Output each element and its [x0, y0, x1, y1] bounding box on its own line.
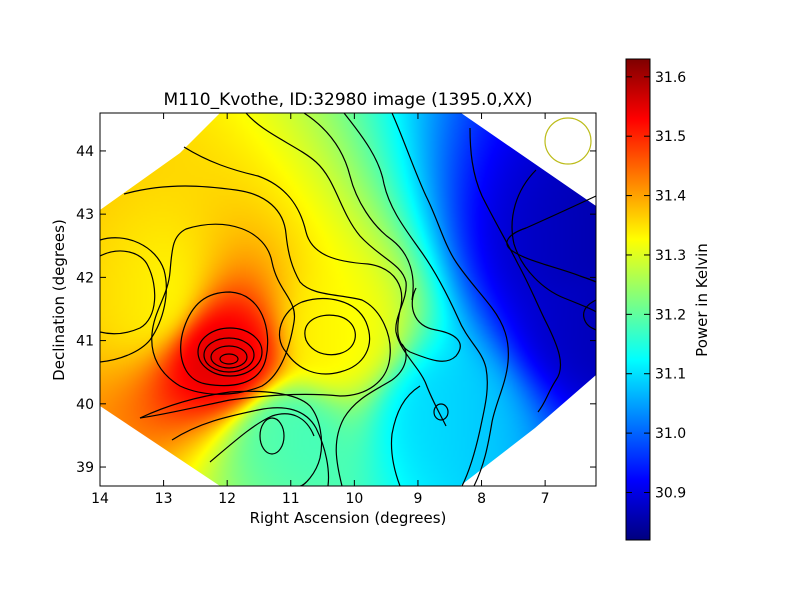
contour-west-inner — [100, 250, 156, 335]
colorbar-tick-label: 31.5 — [655, 129, 686, 145]
contour-south-4 — [335, 343, 407, 486]
contour-peak-5 — [180, 291, 269, 387]
contour-band-5 — [391, 113, 509, 486]
contour-east-min — [506, 195, 596, 283]
y-axis: 39 40 41 42 43 44 — [76, 144, 596, 476]
contour-band-1 — [183, 146, 461, 362]
x-tick-label: 14 — [91, 491, 109, 507]
colorbar-tick-label: 31.6 — [655, 70, 686, 86]
colorbar-tick-label: 31.3 — [655, 248, 686, 264]
contour-secondary-outer — [278, 298, 371, 375]
x-tick-label: 10 — [345, 491, 363, 507]
contour-west-outer — [100, 237, 167, 363]
colorbar-tick-label: 30.9 — [655, 485, 686, 501]
contour-secondary-inner — [304, 314, 356, 356]
x-tick-label: 13 — [155, 491, 173, 507]
contour-band-4 — [343, 113, 488, 486]
contour-lead-arc — [123, 185, 391, 419]
contour-peak-4 — [197, 327, 263, 377]
colorbar — [625, 58, 651, 541]
colorbar-tick-label: 31.2 — [655, 307, 686, 323]
chart-title: M110_Kvothe, ID:32980 image (1395.0,XX) — [163, 90, 532, 110]
contour-band-2 — [245, 113, 447, 427]
contour-band-7 — [511, 169, 596, 313]
contour-south-3 — [209, 413, 315, 463]
colorbar-ticks: 30.9 31.0 31.1 31.2 31.3 31.4 31.5 31.6 — [626, 70, 686, 501]
contour-peak-1 — [219, 353, 239, 365]
beam-marker — [544, 117, 592, 165]
y-tick-label: 43 — [76, 207, 94, 223]
y-axis-label: Declination (degrees) — [50, 219, 68, 381]
contour-band-6 — [469, 127, 562, 413]
contour-lines — [100, 113, 596, 486]
contour-small-east — [433, 403, 449, 421]
x-tick-label: 7 — [541, 491, 550, 507]
y-tick-label: 40 — [76, 397, 94, 413]
x-tick-label: 8 — [477, 491, 486, 507]
contour-peak-3 — [203, 337, 255, 373]
contour-peak-2 — [210, 345, 248, 369]
contour-south-1 — [139, 390, 323, 486]
y-tick-label: 39 — [76, 460, 94, 476]
x-tick-label: 12 — [218, 491, 236, 507]
colorbar-label: Power in Kelvin — [693, 243, 711, 357]
colorbar-tick-label: 31.1 — [655, 367, 686, 383]
x-axis-label: Right Ascension (degrees) — [250, 509, 447, 527]
y-tick-label: 42 — [76, 270, 94, 286]
contour-small-south — [259, 417, 285, 455]
x-tick-label: 9 — [413, 491, 422, 507]
plot-frame — [99, 112, 597, 487]
y-tick-label: 41 — [76, 334, 94, 350]
x-axis: 14 13 12 11 10 9 8 7 — [91, 113, 550, 507]
contour-band-3 — [303, 113, 414, 301]
colorbar-tick-label: 31.4 — [655, 189, 686, 205]
contour-south-5 — [390, 385, 421, 486]
y-tick-label: 44 — [76, 144, 94, 160]
contour-south-2 — [171, 407, 330, 486]
heatmap-image — [100, 113, 596, 486]
colorbar-tick-label: 31.0 — [655, 426, 686, 442]
contour-east-edge — [583, 299, 596, 331]
x-tick-label: 11 — [282, 491, 300, 507]
